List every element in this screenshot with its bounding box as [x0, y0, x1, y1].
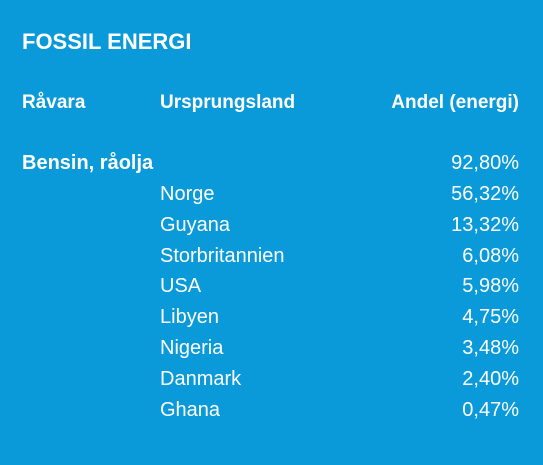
- share: 6,08%: [462, 244, 519, 267]
- share: 2,40%: [462, 367, 519, 390]
- share: 3,48%: [462, 337, 519, 359]
- country: Guyana: [160, 213, 231, 236]
- country: USA: [160, 275, 202, 298]
- country: Danmark: [160, 367, 242, 390]
- share: 13,32%: [451, 213, 519, 236]
- column-header: Andel (energi): [391, 92, 519, 113]
- group-share: 92,80%: [451, 152, 519, 174]
- column-header: Ursprungsland: [160, 92, 296, 113]
- country: Ghana: [160, 398, 221, 421]
- country: Nigeria: [160, 337, 224, 359]
- country: Libyen: [160, 306, 219, 329]
- share: 56,32%: [451, 183, 519, 205]
- share: 4,75%: [462, 306, 519, 329]
- country: Norge: [160, 183, 215, 205]
- group-label: Bensin, råolja: [22, 152, 154, 174]
- column-header: Råvara: [22, 92, 86, 113]
- share: 5,98%: [462, 275, 519, 298]
- title: FOSSIL ENERGI: [22, 29, 192, 54]
- share: 0,47%: [462, 398, 519, 421]
- country: Storbritannien: [160, 244, 285, 267]
